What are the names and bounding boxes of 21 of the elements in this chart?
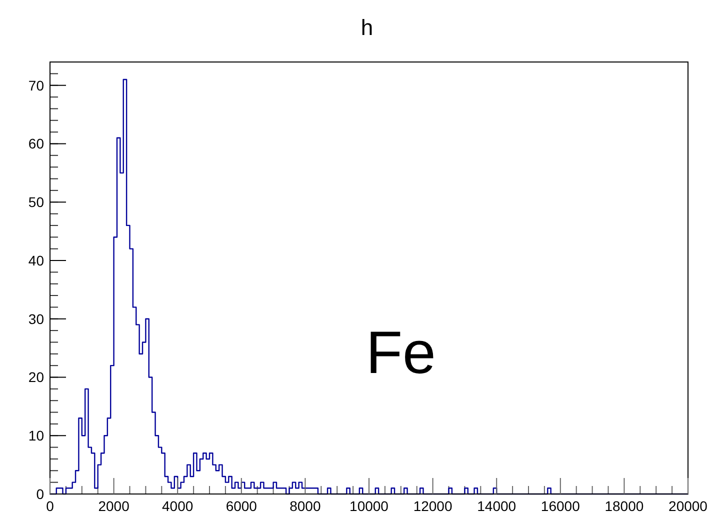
x-tick-label: 10000 [350, 498, 389, 514]
x-tick-label: 0 [46, 498, 54, 514]
x-tick-label: 6000 [226, 498, 258, 514]
y-tick-label: 0 [36, 486, 44, 502]
x-tick-label: 20000 [668, 498, 708, 514]
x-tick-label: 4000 [162, 498, 194, 514]
y-tick-label: 30 [28, 310, 44, 327]
annotation: Fe [366, 319, 436, 386]
x-tick-label: 2000 [98, 498, 130, 514]
y-tick-label: 50 [28, 194, 44, 210]
x-tick-label: 8000 [290, 498, 321, 514]
y-tick-label: 20 [28, 369, 44, 386]
chart-title: h [360, 15, 374, 40]
x-tick-label: 16000 [540, 498, 580, 514]
x-tick-label: 12000 [413, 498, 452, 514]
x-tick-label: 18000 [604, 498, 644, 514]
y-tick-label: 10 [28, 428, 44, 444]
y-tick-label: 70 [28, 77, 44, 94]
y-tick-label: 60 [28, 136, 44, 152]
y-tick-label: 40 [28, 252, 44, 268]
x-tick-label: 14000 [477, 498, 516, 514]
